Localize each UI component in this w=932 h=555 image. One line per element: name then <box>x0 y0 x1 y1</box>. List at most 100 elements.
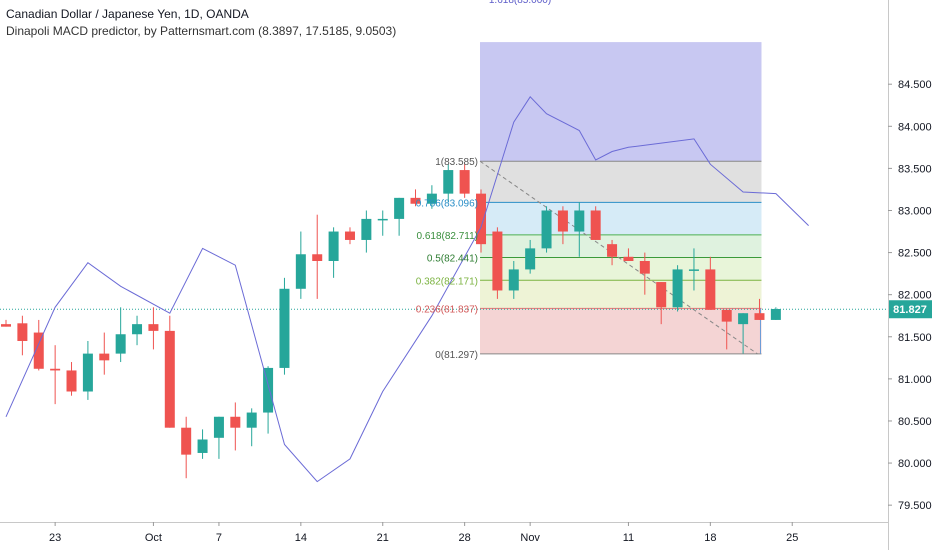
candle-body <box>66 370 77 392</box>
fib-level-label: 0.236(81.837) <box>416 304 478 315</box>
candle-body <box>770 308 781 320</box>
time-tick-label: 7 <box>216 532 222 544</box>
candle <box>344 227 355 245</box>
candle-body <box>361 218 372 240</box>
fib-band <box>480 161 762 203</box>
candle <box>263 366 274 434</box>
time-tick-label: 23 <box>49 532 61 544</box>
candle <box>361 210 372 253</box>
price-axis-bg <box>888 0 932 550</box>
price-tick-label: 83.500 <box>898 163 932 175</box>
price-tick-label: 80.000 <box>898 458 932 470</box>
candle <box>17 315 28 356</box>
candle-body <box>410 197 421 204</box>
candle-body <box>33 332 44 369</box>
candle-body <box>541 210 552 249</box>
candle <box>705 256 716 310</box>
price-tick-label: 80.500 <box>898 416 932 428</box>
candle <box>328 227 339 278</box>
candle-body <box>705 269 716 310</box>
candle <box>230 402 241 451</box>
candle <box>33 319 44 371</box>
predictor-series <box>5 95 809 483</box>
fib-band-top <box>480 42 762 162</box>
candle <box>672 265 683 312</box>
current-price-label: 81.827 <box>893 304 927 316</box>
candle-body <box>738 313 749 325</box>
fib-band <box>480 308 762 354</box>
candle <box>132 315 143 346</box>
indicator-legend[interactable]: Dinapoli MACD predictor, by Patternsmart… <box>6 24 397 38</box>
candle <box>213 416 224 459</box>
candle-body <box>295 254 306 289</box>
candle <box>574 202 585 257</box>
candle <box>279 277 290 375</box>
candle <box>99 332 110 375</box>
candle-body <box>754 313 765 320</box>
time-axis-bg <box>0 522 888 550</box>
candle-body <box>590 210 601 240</box>
candle-body <box>181 427 192 455</box>
candle-body <box>1 324 11 327</box>
candle <box>770 307 781 320</box>
candle <box>492 227 503 299</box>
candle-body <box>525 248 536 270</box>
price-tick-label: 82.000 <box>898 290 932 302</box>
candle <box>164 315 175 428</box>
candle-body <box>443 170 454 194</box>
candle-body <box>148 324 159 331</box>
candle-body <box>246 412 257 428</box>
candle-body <box>426 193 437 204</box>
fib-level-label: 0.618(82.711) <box>416 231 478 242</box>
candle <box>639 252 650 295</box>
price-tick-label: 79.500 <box>898 500 932 512</box>
time-tick-label: 14 <box>295 532 307 544</box>
fib-trend-line <box>479 160 758 355</box>
candles <box>1 164 781 479</box>
candle-body <box>721 309 732 322</box>
candle <box>541 206 552 253</box>
fibonacci-labels: 1(83.585) 0.786(83.096) 0.618(82.711) 0.5(8… <box>416 0 551 361</box>
candle-body <box>17 323 28 341</box>
time-tick-label: 28 <box>459 532 471 544</box>
candle-body <box>492 231 503 291</box>
price-tick-label: 81.000 <box>898 374 932 386</box>
candle-body <box>623 256 634 261</box>
candle <box>656 282 667 325</box>
candle <box>754 298 765 320</box>
candle <box>181 416 192 479</box>
candle <box>394 197 405 236</box>
price-axis: 79.500 80.000 80.500 81.000 81.500 82.000 82.5… <box>888 0 932 550</box>
fib-band <box>480 280 762 309</box>
candle-body <box>279 288 290 368</box>
price-tick-label: 84.000 <box>898 121 932 133</box>
candle <box>476 189 487 253</box>
candle <box>459 164 470 198</box>
candle <box>246 408 257 447</box>
candle <box>688 248 699 291</box>
candle-body <box>50 368 61 371</box>
candle-body <box>508 269 519 291</box>
candle-body <box>115 334 126 354</box>
candle <box>426 185 437 209</box>
fib-level-label: 1(83.585) <box>435 157 478 168</box>
candle-body <box>639 261 650 274</box>
candle <box>295 231 306 299</box>
fib-band <box>480 202 762 235</box>
candle-body <box>132 324 143 335</box>
candle <box>82 340 93 400</box>
candle-body <box>230 416 241 428</box>
current-price-badge <box>889 300 932 319</box>
chart-title: Canadian Dollar / Japanese Yen, 1D, OAND… <box>6 7 249 21</box>
candle-body <box>656 282 667 308</box>
candle <box>607 239 618 266</box>
time-tick-label: 21 <box>377 532 389 544</box>
candle-body <box>263 367 274 413</box>
candle <box>410 189 421 207</box>
fib-top-label: 1.618(85.000) <box>489 0 551 6</box>
price-tick-label: 81.500 <box>898 332 932 344</box>
candle-body <box>688 269 699 271</box>
time-tick-label: 18 <box>704 532 716 544</box>
